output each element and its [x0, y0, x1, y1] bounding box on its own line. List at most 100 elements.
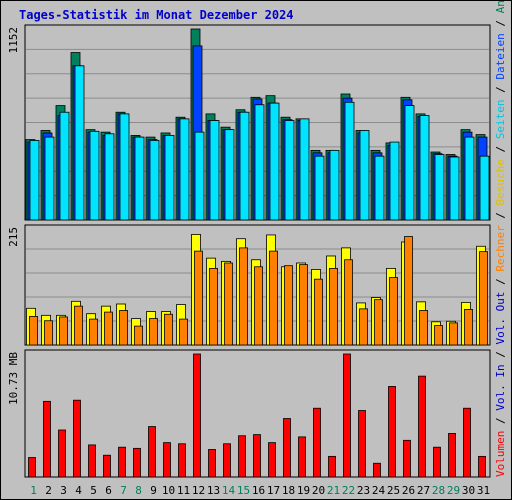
bar-volumen [133, 447, 141, 478]
x-tick-label: 16 [252, 484, 265, 497]
bar-seiten [359, 130, 370, 221]
bar-seiten [164, 135, 175, 221]
bar-seiten [284, 120, 295, 221]
bar-rechner [389, 277, 398, 346]
bar-seiten [44, 136, 55, 221]
bar-volumen [448, 433, 456, 478]
bar-rechner [29, 316, 38, 346]
legend-entry: / [494, 205, 507, 225]
bar-seiten [149, 140, 160, 221]
bar-seiten [89, 130, 100, 221]
x-tick-label: 8 [135, 484, 142, 497]
x-tick-label: 1 [30, 484, 37, 497]
bar-rechner [419, 310, 428, 346]
x-tick-label: 11 [177, 484, 190, 497]
x-tick-label: 21 [327, 484, 340, 497]
legend-entry: Rechner [494, 225, 507, 272]
bar-seiten [74, 65, 85, 221]
bar-rechner [164, 313, 173, 346]
x-tick-label: 18 [282, 484, 295, 497]
bar-seiten [479, 155, 490, 221]
x-tick-label: 6 [105, 484, 112, 497]
legend-entry: Volumen [494, 431, 507, 477]
x-tick-label: 19 [297, 484, 310, 497]
x-tick-label: 12 [192, 484, 205, 497]
bar-seiten [194, 131, 205, 221]
bar-volumen [103, 454, 111, 478]
bar-rechner [344, 259, 353, 346]
bar-volumen [43, 400, 51, 478]
bar-rechner [404, 236, 413, 346]
y-max-label: 1152 [7, 27, 20, 54]
bar-volumen [223, 443, 231, 478]
x-tick-label: 26 [402, 484, 415, 497]
bar-volumen [163, 442, 171, 478]
bar-rechner [374, 299, 383, 346]
x-tick-label: 31 [477, 484, 490, 497]
x-tick-label: 5 [90, 484, 97, 497]
bar-volumen [463, 407, 471, 478]
bar-seiten [314, 155, 325, 221]
bar-volumen [283, 418, 291, 478]
legend-entry: / [494, 13, 507, 33]
x-tick-label: 27 [417, 484, 430, 497]
x-tick-label: 14 [222, 484, 236, 497]
bar-rechner [104, 311, 113, 346]
bar-rechner [239, 247, 248, 346]
bar-volumen [253, 434, 261, 478]
bar-volumen [73, 399, 81, 478]
legend-entry: Vol. Out [494, 292, 507, 345]
bar-volumen [418, 375, 426, 478]
bar-volumen [268, 442, 276, 478]
bar-seiten [134, 136, 145, 221]
bar-volumen [358, 410, 366, 478]
x-tick-label: 10 [162, 484, 175, 497]
bar-volumen [298, 436, 306, 478]
x-tick-label: 2 [45, 484, 52, 497]
legend-entry: / [494, 345, 507, 365]
bar-volumen [343, 353, 351, 478]
bar-rechner [299, 264, 308, 346]
bar-volumen [193, 353, 201, 478]
bar-rechner [89, 318, 98, 346]
legend-entry: / [494, 411, 507, 431]
bar-seiten [419, 115, 430, 221]
x-tick-label: 23 [357, 484, 370, 497]
bar-volumen [403, 439, 411, 478]
bar-rechner [44, 320, 53, 346]
bar-rechner [434, 325, 443, 346]
legend-entry: / [494, 272, 507, 292]
chart-title: Tages-Statistik im Monat Dezember 2024 [19, 8, 294, 22]
x-tick-label: 3 [60, 484, 67, 497]
chart-panel-volume: 10.73 MB [7, 349, 491, 478]
bar-seiten [59, 111, 70, 221]
bar-seiten [299, 118, 310, 221]
bar-volumen [388, 386, 396, 478]
bar-seiten [374, 155, 385, 221]
bar-rechner [119, 310, 128, 346]
bar-rechner [449, 322, 458, 346]
bar-rechner [464, 308, 473, 346]
bar-rechner [329, 267, 338, 346]
bar-rechner [224, 262, 233, 346]
bar-rechner [359, 308, 368, 346]
legend-entry: Seiten [494, 99, 507, 139]
x-tick-label: 9 [150, 484, 157, 497]
bar-rechner [134, 325, 143, 346]
x-tick-label: 24 [372, 484, 386, 497]
x-tick-label: 15 [237, 484, 250, 497]
bar-rechner [194, 250, 203, 346]
y-max-label: 10.73 MB [7, 352, 20, 405]
bar-rechner [74, 305, 83, 346]
chart-panel-requests: 1152 [7, 24, 491, 221]
bar-volumen [148, 426, 156, 478]
x-tick-label: 22 [342, 484, 355, 497]
bar-rechner [59, 316, 68, 346]
bar-volumen [373, 462, 381, 478]
bar-rechner [149, 318, 158, 346]
bar-volumen [478, 455, 486, 478]
y-max-label: 215 [7, 227, 20, 247]
bar-seiten [119, 113, 130, 221]
bar-volumen [208, 449, 216, 478]
